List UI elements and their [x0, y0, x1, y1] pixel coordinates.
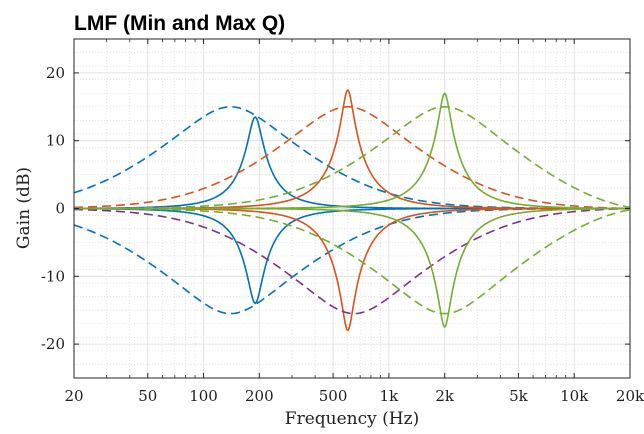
x-tick-label: 50	[138, 387, 157, 405]
y-tick-labels: -20 -10 0 10 20	[41, 64, 65, 353]
series-group	[73, 89, 631, 332]
series-line-4	[73, 207, 630, 315]
series-line-11	[74, 106, 631, 210]
y-tick-label: -20	[41, 335, 65, 353]
x-tick-label: 5k	[509, 387, 529, 405]
x-tick-label: 2k	[435, 387, 455, 405]
series-line-10	[74, 207, 631, 328]
y-tick-label: 0	[55, 200, 65, 218]
x-tick-label: 1k	[380, 387, 400, 405]
y-axis-label: Gain (dB)	[14, 167, 34, 249]
y-tick-label: -10	[41, 267, 65, 285]
y-tick-label: 20	[46, 64, 65, 82]
x-tick-label: 20k	[616, 387, 644, 405]
x-tick-label: 10k	[560, 387, 589, 405]
axis-ticks	[73, 39, 631, 378]
series-line-12	[74, 207, 631, 315]
x-tick-label: 100	[189, 387, 218, 405]
y-tick-label: 10	[46, 132, 65, 150]
chart-title: LMF (Min and Max Q)	[74, 12, 285, 35]
x-tick-labels: 20 50 100 200 500 1k 2k 5k 10k 20k	[64, 387, 644, 405]
x-axis-label: Frequency (Hz)	[285, 409, 419, 429]
x-tick-label: 20	[64, 387, 83, 405]
x-tick-label: 200	[245, 387, 274, 405]
series-line-7	[73, 106, 631, 210]
x-tick-label: 500	[319, 387, 348, 405]
